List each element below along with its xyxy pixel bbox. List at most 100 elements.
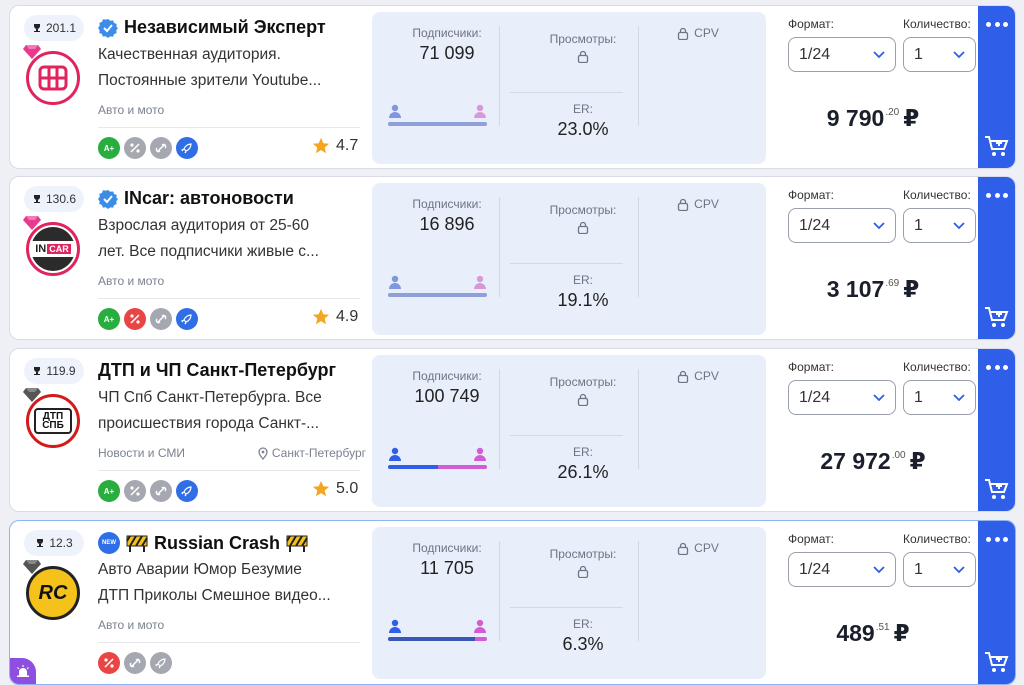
more-options-icon[interactable] xyxy=(986,537,1008,543)
alert-icon[interactable] xyxy=(10,658,36,684)
discount-badge[interactable] xyxy=(98,652,120,674)
channel-description: Взрослая аудитория от 25-60 лет. Все под… xyxy=(98,213,353,265)
chevron-down-icon xyxy=(953,50,965,58)
rank-value: 130.6 xyxy=(45,192,77,206)
channel-card[interactable]: 12.3 RC NEW Russian Crash Авто Аварии Юм… xyxy=(9,520,1016,685)
gender-bar-female xyxy=(437,293,487,297)
link-badge[interactable] xyxy=(150,137,172,159)
channel-logo: ДТП СПБ xyxy=(34,408,72,434)
rank-badge: 12.3 xyxy=(24,530,84,556)
quantity-select[interactable]: 1 xyxy=(903,552,976,587)
avatar[interactable]: IN CAR xyxy=(23,216,80,276)
channel-title[interactable]: NEW Russian Crash xyxy=(98,532,308,554)
add-to-cart-icon[interactable] xyxy=(984,651,1010,675)
more-options-icon[interactable] xyxy=(986,365,1008,371)
boost-badge[interactable] xyxy=(176,137,198,159)
cpv-block: CPV xyxy=(648,369,748,383)
rating: 4.9 xyxy=(312,308,358,326)
price: 9 790.20 ₽ xyxy=(826,105,920,131)
gender-bar-female xyxy=(437,122,487,126)
order-panel: Формат: Количество: 1/24 1 489.51 ₽ xyxy=(766,521,980,684)
er-label: ER: xyxy=(572,273,593,287)
cpv-block: CPV xyxy=(648,541,748,555)
link-icon xyxy=(155,486,167,496)
quantity-select[interactable]: 1 xyxy=(903,380,976,415)
channel-title[interactable]: INcar: автоновости xyxy=(98,188,294,209)
link-badge[interactable] xyxy=(150,308,172,330)
discount-badge[interactable] xyxy=(124,480,146,502)
channel-name: Russian Crash xyxy=(154,532,281,553)
channel-card[interactable]: 130.6 IN CAR INcar: автоновости Взрослая … xyxy=(9,176,1016,340)
rating: 5.0 xyxy=(312,480,358,498)
channel-card[interactable]: 201.1 Независимый Эксперт Качественная а… xyxy=(9,5,1016,169)
quantity-label: Количество: xyxy=(903,360,971,374)
quality-badge[interactable]: A+ xyxy=(98,308,120,330)
link-badge[interactable] xyxy=(150,480,172,502)
format-label: Формат: xyxy=(788,360,834,374)
link-icon xyxy=(155,143,167,153)
female-user-icon xyxy=(474,619,486,633)
quantity-select[interactable]: 1 xyxy=(903,208,976,243)
channel-title[interactable]: Независимый Эксперт xyxy=(98,17,326,38)
format-label: Формат: xyxy=(788,532,834,546)
gender-bar-male xyxy=(388,637,476,641)
quality-badge[interactable]: A+ xyxy=(98,480,120,502)
gender-bar xyxy=(388,293,487,297)
add-to-cart-icon[interactable] xyxy=(984,135,1010,159)
discount-badge[interactable] xyxy=(124,137,146,159)
percent-icon xyxy=(130,143,140,153)
male-user-icon xyxy=(389,104,401,118)
views-label: Просмотры: xyxy=(549,375,617,389)
quantity-label: Количество: xyxy=(903,188,971,202)
gender-split xyxy=(388,619,487,641)
quality-badge[interactable]: A+ xyxy=(98,137,120,159)
subscribers-value: 100 749 xyxy=(414,386,480,406)
category-label: Новости и СМИ xyxy=(98,446,185,460)
link-icon xyxy=(129,658,141,668)
discount-badge[interactable] xyxy=(124,308,146,330)
feature-badges: A+ xyxy=(98,308,198,330)
er-value: 26.1% xyxy=(557,462,609,482)
description-line: Качественная аудитория. xyxy=(98,46,281,63)
divider xyxy=(98,298,360,299)
boost-badge[interactable] xyxy=(150,652,172,674)
add-to-cart-icon[interactable] xyxy=(984,306,1010,330)
gender-bar-male xyxy=(388,293,438,297)
quantity-select[interactable]: 1 xyxy=(903,37,976,72)
channel-logo: RC xyxy=(38,581,68,604)
boost-badge[interactable] xyxy=(176,308,198,330)
channel-card[interactable]: 119.9 ДТП СПБ ДТП и ЧП Санкт-Петербург ЧП… xyxy=(9,348,1016,512)
format-select[interactable]: 1/24 xyxy=(788,552,896,587)
format-select[interactable]: 1/24 xyxy=(788,37,896,72)
verified-icon xyxy=(98,18,118,38)
stats-panel: Подписчики: 71 099 Просмотры: ER: 23.0% xyxy=(372,12,766,164)
avatar[interactable]: RC xyxy=(23,560,80,620)
more-options-icon[interactable] xyxy=(986,193,1008,199)
channel-name: ДТП и ЧП Санкт-Петербург xyxy=(98,360,337,380)
more-options-icon[interactable] xyxy=(986,22,1008,28)
format-select[interactable]: 1/24 xyxy=(788,380,896,415)
roadblock-icon xyxy=(286,535,308,552)
lock-icon xyxy=(678,198,689,211)
er-value: 19.1% xyxy=(557,290,609,310)
link-badge[interactable] xyxy=(124,652,146,674)
siren-icon xyxy=(17,665,29,677)
gender-bar-female xyxy=(437,465,487,469)
format-select[interactable]: 1/24 xyxy=(788,208,896,243)
female-user-icon xyxy=(474,104,486,118)
channel-name: INcar: автоновости xyxy=(124,188,294,208)
avatar[interactable]: ДТП СПБ xyxy=(23,388,80,448)
gender-split xyxy=(388,104,487,126)
channel-logo: IN CAR xyxy=(30,241,76,257)
diamond-icon xyxy=(23,216,41,230)
avatar[interactable] xyxy=(23,45,80,105)
views-label: Просмотры: xyxy=(549,32,617,46)
description-line: ЧП Спб Санкт-Петербурга. Все xyxy=(98,389,322,406)
add-to-cart-icon[interactable] xyxy=(984,478,1010,502)
channel-title[interactable]: ДТП и ЧП Санкт-Петербург xyxy=(98,360,336,381)
boost-badge[interactable] xyxy=(176,480,198,502)
rating-value: 4.9 xyxy=(336,308,359,325)
geo-label: Санкт-Петербург xyxy=(258,446,366,460)
feature-badges: A+ xyxy=(98,480,198,502)
gender-bar-male xyxy=(388,465,438,469)
